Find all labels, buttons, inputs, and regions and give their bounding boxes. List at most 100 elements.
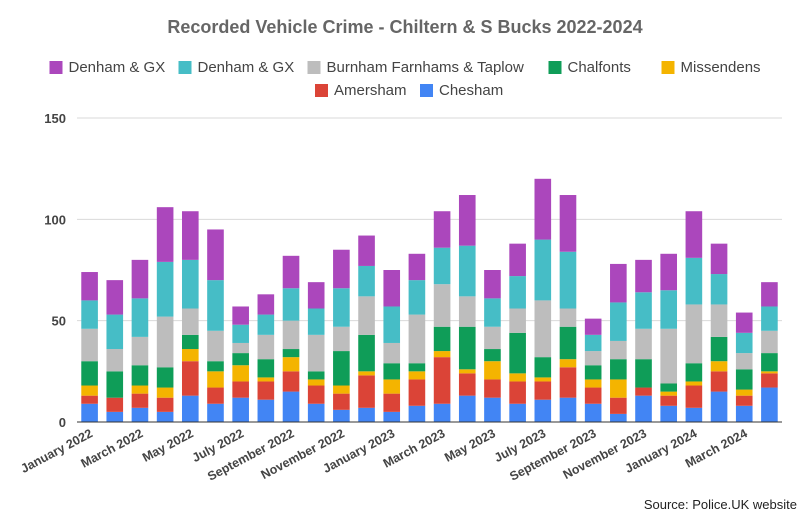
bar-segment	[333, 385, 350, 394]
bar-segment	[660, 395, 678, 406]
bar-segment	[761, 330, 778, 354]
bar-segment	[207, 280, 224, 331]
bar-segment	[735, 353, 753, 370]
bar-segment	[710, 361, 728, 372]
bar-segment	[106, 397, 124, 412]
bar-segment	[232, 353, 249, 366]
bar-stack	[685, 211, 703, 422]
legend-item: Denham & GX	[49, 59, 166, 76]
bar-segment	[333, 288, 350, 327]
bar-segment	[610, 263, 627, 303]
bar-segment	[81, 272, 98, 301]
bar-segment	[761, 282, 778, 307]
bar-segment	[685, 381, 703, 386]
bar-segment	[408, 363, 426, 372]
bar-segment	[333, 393, 350, 410]
bar-segment	[106, 314, 124, 350]
legend-item: Denham & GX	[178, 59, 294, 76]
legend-item: Chesham	[420, 82, 503, 99]
bar-segment	[257, 377, 275, 382]
bar-segment	[584, 403, 602, 422]
y-tick-label: 50	[52, 314, 66, 329]
bar-segment	[307, 371, 325, 380]
bar-stack	[761, 282, 778, 422]
legend-swatch	[661, 61, 675, 74]
bar-segment	[383, 306, 401, 343]
bar-segment	[559, 397, 577, 422]
bar-segment	[534, 377, 552, 382]
bar-segment	[534, 300, 552, 358]
bar-segment	[735, 369, 753, 390]
bar-segment	[181, 334, 199, 350]
bar-segment	[207, 387, 224, 404]
bar-segment	[761, 353, 778, 372]
legend-swatch	[315, 84, 328, 97]
y-axis-ticks: 0 50 100 150	[44, 111, 66, 430]
bar-stack	[81, 272, 98, 422]
bar-segment	[282, 349, 300, 358]
bar-segment	[458, 245, 476, 297]
bar-segment	[131, 259, 149, 299]
bar-stack	[660, 253, 678, 422]
bar-segment	[358, 334, 375, 372]
bar-stack	[433, 211, 451, 422]
bar-segment	[333, 326, 350, 352]
bar-segment	[131, 407, 149, 422]
bar-segment	[282, 357, 300, 372]
bar-segment	[257, 399, 275, 422]
bar-stack	[484, 270, 501, 422]
bar-stack	[307, 282, 325, 422]
bar-segment	[433, 351, 451, 358]
bar-segment	[584, 334, 602, 352]
bar-segment	[81, 328, 98, 362]
bar-segment	[383, 270, 401, 307]
y-tick-label: 100	[44, 212, 66, 227]
bar-segment	[358, 375, 375, 408]
bar-segment	[307, 334, 325, 372]
bar-segment	[484, 361, 501, 380]
bar-stack	[710, 243, 728, 422]
bar-segment	[232, 365, 249, 382]
bar-segment	[257, 359, 275, 378]
legend-label: Denham & GX	[69, 59, 166, 76]
bar-segment	[660, 391, 678, 396]
bar-stack	[156, 207, 174, 422]
bar-segment	[433, 357, 451, 404]
bar-segment	[610, 302, 627, 341]
bar-stack	[735, 312, 753, 422]
bar-segment	[635, 395, 652, 422]
bar-segment	[735, 395, 753, 406]
bar-segment	[433, 247, 451, 285]
bar-segment	[257, 314, 275, 335]
bar-segment	[710, 391, 728, 422]
bar-segment	[383, 393, 401, 412]
bar-segment	[635, 328, 652, 360]
bar-segment	[685, 385, 703, 408]
bar-segment	[408, 253, 426, 281]
bar-segment	[635, 259, 652, 293]
bar-segment	[660, 328, 678, 384]
bar-segment	[232, 324, 249, 343]
legend-swatch	[178, 61, 192, 74]
bar-segment	[735, 332, 753, 354]
x-tick-label: September 2022	[205, 426, 296, 483]
bar-segment	[207, 361, 224, 372]
bar-segment	[282, 371, 300, 392]
bar-segment	[660, 253, 678, 291]
bar-segment	[307, 282, 325, 309]
bar-segment	[610, 379, 627, 398]
bar-stack	[584, 318, 602, 422]
bar-segment	[534, 357, 552, 378]
bar-segment	[584, 387, 602, 404]
bar-stack	[509, 243, 526, 422]
bar-segment	[81, 361, 98, 386]
bar-segment	[106, 280, 124, 315]
bar-segment	[156, 397, 174, 412]
bar-segment	[534, 178, 552, 240]
bar-segment	[181, 211, 199, 260]
bar-segment	[207, 403, 224, 422]
bar-segment	[484, 270, 501, 299]
bar-segment	[232, 306, 249, 325]
